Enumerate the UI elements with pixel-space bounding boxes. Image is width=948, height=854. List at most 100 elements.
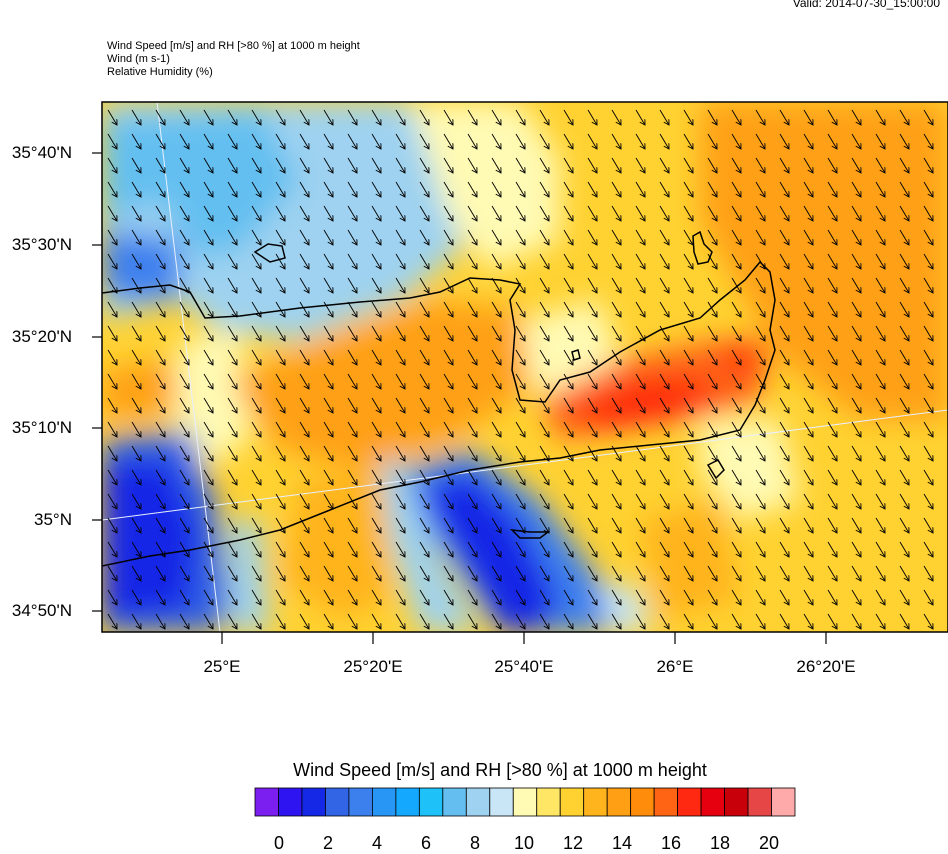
wind-arrow (587, 277, 597, 293)
wind-arrow (563, 349, 573, 365)
wind-arrow (539, 325, 549, 341)
wind-arrow (491, 421, 501, 437)
wind-arrow (443, 397, 453, 413)
wind-arrow (707, 325, 717, 341)
wind-arrow (347, 133, 357, 149)
wind-arrow (491, 109, 501, 125)
wind-arrow (899, 397, 909, 413)
wind-arrow (275, 181, 285, 197)
wind-arrow (563, 541, 573, 557)
lon-label: 26°E (656, 657, 694, 676)
wind-arrow (636, 638, 645, 653)
wind-arrow (395, 493, 405, 509)
wind-arrow (227, 541, 237, 557)
wind-arrow (827, 133, 837, 149)
wind-arrow (131, 373, 141, 389)
wind-arrow (491, 349, 501, 365)
wind-arrow (659, 181, 669, 197)
wind-arrow (419, 541, 429, 557)
lon-label: 25°20'E (343, 657, 403, 676)
wind-arrow (155, 517, 165, 533)
wind-arrow (131, 109, 141, 125)
wind-arrow (179, 229, 189, 245)
wind-arrow (851, 613, 861, 629)
wind-arrow (923, 421, 933, 437)
colorbar-tick-label: 12 (562, 833, 584, 853)
wind-arrow (227, 565, 237, 581)
wind-arrow (851, 349, 861, 365)
wind-arrow (275, 493, 285, 509)
wind-arrow (683, 181, 693, 197)
wind-arrow (275, 445, 285, 461)
wind-arrow (299, 589, 309, 605)
wind-arrow (539, 421, 549, 437)
wind-arrow (299, 397, 309, 413)
wind-arrow (803, 205, 813, 221)
wind-arrow (107, 157, 117, 173)
wind-arrow (827, 469, 837, 485)
wind-arrow (611, 469, 621, 485)
wind-arrow (251, 157, 261, 173)
wind-arrow (179, 253, 189, 269)
wind-arrow (779, 517, 789, 533)
wind-arrow (755, 205, 765, 221)
wind-arrow (491, 589, 501, 605)
wind-arrow (203, 565, 213, 581)
wind-arrow (347, 517, 357, 533)
wind-arrow (251, 181, 261, 197)
wind-arrow (803, 157, 813, 173)
wind-arrow (323, 613, 333, 629)
wind-arrow (515, 469, 525, 485)
wind-arrow (467, 373, 477, 389)
wind-arrow (755, 229, 765, 245)
wind-arrow (827, 373, 837, 389)
wind-arrow (251, 301, 261, 317)
wind-arrow (875, 613, 885, 629)
wind-arrow (347, 109, 357, 125)
wind-arrow (251, 229, 261, 245)
wind-arrow (707, 349, 717, 365)
wind-arrow (467, 277, 477, 293)
wind-arrow (443, 445, 453, 461)
wind-arrow (203, 349, 213, 365)
wind-arrow (371, 181, 381, 197)
wind-arrow (251, 205, 261, 221)
wind-arrow (659, 565, 669, 581)
wind-arrow (755, 277, 765, 293)
lat-label: 34°50'N (11, 601, 72, 620)
wind-arrow (155, 109, 165, 125)
wind-arrow (131, 349, 141, 365)
wind-arrow (755, 517, 765, 533)
wind-arrow (683, 109, 693, 125)
wind-arrow (875, 541, 885, 557)
wind-arrow (203, 493, 213, 509)
wind-arrow (587, 109, 597, 125)
wind-arrow (875, 181, 885, 197)
wind-arrow (227, 397, 237, 413)
wind-arrow (611, 493, 621, 509)
colorbar-swatch (348, 787, 373, 817)
wind-arrow (395, 205, 405, 221)
wind-arrow (635, 325, 645, 341)
wind-arrow (395, 565, 405, 581)
wind-arrow (899, 349, 909, 365)
wind-arrow (683, 373, 693, 389)
wind-arrow (251, 445, 261, 461)
wind-arrow (851, 589, 861, 605)
wind-arrow (227, 205, 237, 221)
wind-arrow (179, 181, 189, 197)
wind-arrow (347, 349, 357, 365)
wind-arrow (515, 181, 525, 197)
wind-arrow (875, 469, 885, 485)
wind-arrow (491, 517, 501, 533)
wind-arrow (203, 109, 213, 125)
wind-arrow (683, 205, 693, 221)
wind-arrow (635, 229, 645, 245)
wind-arrow (515, 325, 525, 341)
wind-arrow (539, 229, 549, 245)
wind-arrow (275, 157, 285, 173)
wind-arrow (659, 517, 669, 533)
wind-arrow (731, 445, 741, 461)
wind-arrow (851, 229, 861, 245)
wind-arrow (419, 109, 429, 125)
